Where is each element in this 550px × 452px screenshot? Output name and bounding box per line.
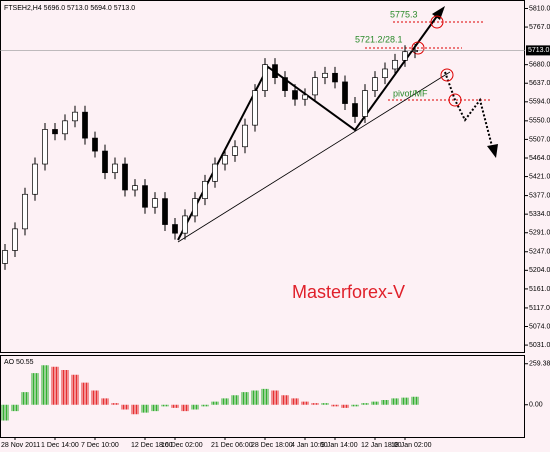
y-tick-label: 5767.0: [529, 24, 550, 31]
x-tick-label: 28 Nov 2011: [1, 442, 40, 449]
x-tick-label: 1 Dec 14:00: [41, 442, 79, 449]
x-tick-label: 12 Dec 18:00: [131, 442, 173, 449]
x-tick-label: 4 Jan 10:00: [291, 442, 328, 449]
candle-body: [342, 81, 348, 104]
main-panel: [0, 0, 525, 353]
y-tick-label: 259.38: [529, 361, 550, 368]
candle-body: [232, 146, 238, 156]
candle-body: [2, 250, 8, 264]
y-tick-label: 5031.0: [529, 342, 550, 349]
candle-body: [252, 90, 258, 126]
annotation: 5775.3: [390, 9, 418, 19]
x-tick-label: 9 Jan 14:00: [321, 442, 358, 449]
candle-body: [272, 64, 278, 78]
candle-body: [42, 129, 48, 165]
y-tick-label: 5550.0: [529, 118, 550, 125]
candle-body: [192, 198, 198, 217]
candle-body: [312, 77, 318, 96]
candle-body: [202, 180, 208, 199]
candle-body: [172, 224, 178, 234]
candle-body: [82, 111, 88, 139]
chart-title: FTSEH2,H4 5696.0 5713.0 5694.0 5713.0: [4, 5, 135, 12]
y-tick-label: 5074.0: [529, 323, 550, 330]
arrow-head: [487, 144, 498, 158]
candle-body: [242, 124, 248, 148]
candle-body: [262, 64, 268, 91]
y-tick-label: 5507.0: [529, 136, 550, 143]
x-tick-label: 18 Jan 02:00: [391, 442, 432, 449]
circle: [448, 93, 462, 107]
candle-body: [302, 94, 308, 100]
candle-body: [22, 193, 28, 230]
circle: [430, 15, 444, 29]
circle: [440, 68, 454, 82]
y-tick-label: 5117.0: [529, 305, 550, 312]
x-tick-label: 12 Jan 18:00: [361, 442, 402, 449]
drawings: 5775.3 5721.2/28.1 pivot/MF: [177, 6, 498, 243]
y-tick-label: 5594.0: [529, 99, 550, 106]
indicator-panel: [0, 355, 525, 438]
indicator-title: AO 50.55: [4, 359, 34, 366]
candle-body: [382, 68, 388, 78]
forecast-path: [444, 71, 494, 151]
candle-body: [332, 72, 338, 83]
candle-body: [32, 163, 38, 195]
annotation: pivot/MF: [393, 88, 428, 98]
candle-body: [222, 155, 228, 165]
candle-body: [392, 59, 398, 70]
candle-body: [122, 163, 128, 191]
candle-body: [352, 103, 358, 117]
x-tick-label: 21 Dec 06:00: [211, 442, 253, 449]
candle-body: [12, 228, 18, 251]
y-tick-label: 5680.0: [529, 61, 550, 68]
candle-body: [162, 198, 168, 225]
candle-body: [362, 90, 368, 117]
candle-body: [102, 150, 108, 174]
annotation: 5721.2/28.1: [355, 34, 403, 44]
y-tick-label: 5161.0: [529, 286, 550, 293]
y-tick-label: 5421.0: [529, 173, 550, 180]
trend-line: [177, 71, 451, 243]
candle-body: [72, 111, 78, 122]
candle-body: [402, 51, 408, 61]
zigzag: [177, 11, 441, 241]
y-tick-label: 5334.0: [529, 211, 550, 218]
candle-body: [182, 215, 188, 234]
candle-body: [92, 137, 98, 152]
y-tick-label: 5204.0: [529, 267, 550, 274]
y-tick-label: 5637.0: [529, 80, 550, 87]
y-tick-label: 0.00: [529, 402, 543, 409]
candle-body: [112, 163, 118, 174]
candle-body: [142, 185, 148, 208]
x-tick-label: 7 Dec 10:00: [81, 442, 119, 449]
candle-body: [372, 77, 378, 91]
y-tick-label: 5247.0: [529, 249, 550, 256]
circle: [411, 41, 425, 55]
y-tick-label: 5377.0: [529, 192, 550, 199]
candle-body: [282, 77, 288, 91]
arrow-head: [432, 6, 445, 20]
y-tick-label: 5464.0: [529, 155, 550, 162]
candle-body: [412, 50, 418, 53]
watermark: Masterforex-V: [292, 282, 405, 302]
x-tick-label: 16 Dec 02:00: [161, 442, 203, 449]
y-tick-label: 5810.0: [529, 5, 550, 12]
x-tick-label: 28 Dec 18:00: [251, 442, 293, 449]
current-price-label: 5713.0: [528, 47, 550, 54]
candle-body: [62, 120, 68, 135]
y-tick-label: 5291.0: [529, 230, 550, 237]
current-price-box: [526, 45, 550, 56]
candle-body: [322, 72, 328, 78]
candle-body: [52, 129, 58, 135]
candle-body: [292, 90, 298, 100]
candle-body: [132, 185, 138, 191]
candle-body: [152, 198, 158, 208]
candle-body: [212, 163, 218, 182]
